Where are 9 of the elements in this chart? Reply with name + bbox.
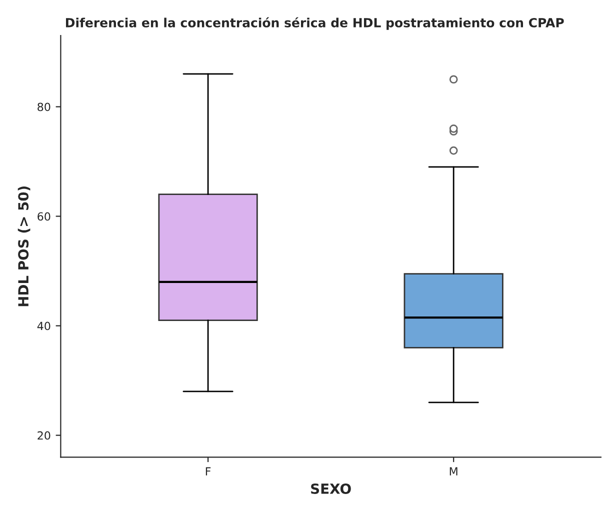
y-tick-label: 40 bbox=[37, 322, 50, 330]
y-tick-label: 80 bbox=[38, 102, 50, 112]
y-tick-label: 20 bbox=[38, 431, 50, 440]
chart-title: Diferencia en la concentración sérica de HDL postratamiento con CPAP bbox=[66, 17, 564, 30]
y-tick-label: 60 bbox=[38, 212, 50, 221]
x-axis-title: SEXO bbox=[311, 483, 351, 494]
x-tick-label: F bbox=[206, 467, 211, 476]
y-axis-title: HDL POS (> 50) bbox=[18, 186, 30, 306]
x-tick-label: M bbox=[450, 467, 458, 476]
